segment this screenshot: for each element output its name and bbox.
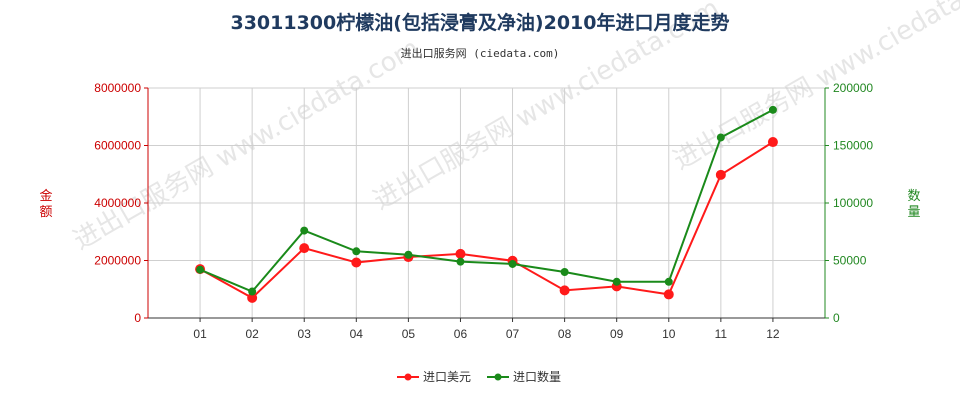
y-axis-label-right: 数量 xyxy=(907,189,920,220)
quantity-point xyxy=(352,247,361,256)
legend-label: 进口数量 xyxy=(513,369,561,384)
y-axis-label-left: 金额 xyxy=(39,188,52,220)
chart-subtitle: 进出口服务网 (ciedata.com) xyxy=(401,46,560,60)
series-line-import-usd xyxy=(199,141,774,300)
usd-point xyxy=(559,285,570,296)
tick-labels: 0 2000000 4000000 6000000 8000000 0 50000 10000… xyxy=(39,81,920,341)
tick-label-left: 0 xyxy=(134,311,141,325)
legend-marker xyxy=(404,373,412,381)
quantity-point xyxy=(248,287,257,296)
tick-label-x: 04 xyxy=(350,327,364,341)
usd-point xyxy=(299,243,310,254)
tick-label-left: 8000000 xyxy=(94,81,141,95)
tick-label-x: 05 xyxy=(402,327,416,341)
tick-label-right: 100000 xyxy=(833,196,873,210)
tick-label-x: 11 xyxy=(715,327,728,341)
tick-label-x: 02 xyxy=(245,327,259,341)
quantity-point xyxy=(716,133,725,142)
series-layer xyxy=(195,105,778,303)
tick-label-left: 4000000 xyxy=(94,196,141,210)
quantity-point xyxy=(508,259,517,268)
tick-label-x: 09 xyxy=(610,327,624,341)
usd-point xyxy=(455,248,466,259)
quantity-point xyxy=(664,277,673,286)
chart-title: 33011300柠檬油(包括浸膏及净油)2010年进口月度走势 xyxy=(230,11,729,34)
tick-label-x: 03 xyxy=(298,327,312,341)
tick-label-x: 10 xyxy=(662,327,676,341)
quantity-point xyxy=(560,268,569,276)
quantity-point xyxy=(768,105,777,114)
tick-label-right: 50000 xyxy=(833,254,867,268)
tick-label-x: 08 xyxy=(558,327,572,341)
quantity-point xyxy=(404,250,413,259)
legend: 进口美元 进口数量 xyxy=(397,369,561,384)
tick-label-right: 0 xyxy=(833,311,840,325)
usd-point xyxy=(663,289,674,300)
usd-point xyxy=(351,257,362,268)
quantity-point xyxy=(196,265,205,274)
usd-point xyxy=(715,169,726,180)
quantity-point xyxy=(300,226,309,235)
usd-point xyxy=(767,137,778,148)
usd-point xyxy=(247,292,258,303)
tick-label-x: 01 xyxy=(193,327,207,341)
tick-label-left: 2000000 xyxy=(94,254,141,268)
series-line-import-quantity xyxy=(199,108,774,293)
legend-marker xyxy=(494,373,502,381)
tick-label-left: 6000000 xyxy=(94,139,141,153)
tick-label-right: 150000 xyxy=(833,139,873,153)
tick-label-x: 06 xyxy=(454,327,468,341)
tick-label-x: 07 xyxy=(506,327,520,341)
legend-label: 进口美元 xyxy=(423,370,471,384)
quantity-point xyxy=(612,277,621,286)
quantity-point xyxy=(456,257,465,266)
tick-label-x: 12 xyxy=(766,327,780,341)
tick-label-right: 200000 xyxy=(833,81,873,95)
